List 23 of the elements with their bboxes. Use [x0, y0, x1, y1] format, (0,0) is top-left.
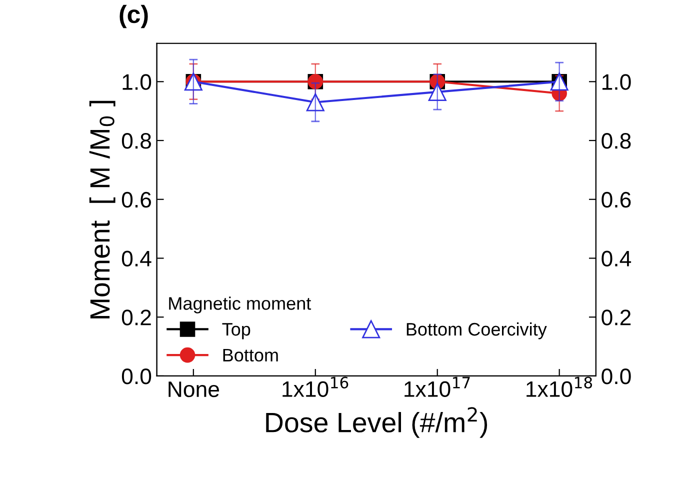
- legend-title: Magnetic moment: [169, 296, 312, 314]
- y-tick-label: 0.4: [122, 250, 152, 267]
- x-axis-title: Dose Level (#/m$^{2}$): [266, 407, 488, 438]
- x-tick-label: 1x10$^{17}$: [404, 376, 470, 397]
- y-tick-label: 0.6: [122, 192, 151, 208]
- y2-tick-label: 0.4: [602, 250, 632, 267]
- y2-tick-label: 0.2: [602, 310, 631, 326]
- y2-tick-label: 1.0: [602, 74, 631, 90]
- y2-tick-label: 0.8: [602, 133, 631, 149]
- y-tick-label: 1.0: [122, 74, 152, 90]
- legend-label: Bottom Coercivity: [406, 322, 547, 340]
- x-tick-label: 1x10$^{18}$: [526, 376, 592, 397]
- y2-tick-label: 0.0: [602, 368, 631, 384]
- y-tick-label: 0.2: [122, 310, 151, 326]
- y-tick-label: 0.0: [122, 368, 152, 384]
- x-tick-label: None: [168, 382, 219, 398]
- legend-label: Top: [222, 323, 250, 340]
- y-tick-label: 0.8: [122, 133, 151, 149]
- legend-label: Bottom: [223, 348, 278, 362]
- y-axis-title: Moment [ M /M$_{0}$ ]: [89, 100, 116, 318]
- x-tick-label: 1x10$^{16}$: [282, 376, 348, 397]
- y2-tick-label: 0.6: [602, 192, 631, 208]
- text: (c): [120, 4, 148, 28]
